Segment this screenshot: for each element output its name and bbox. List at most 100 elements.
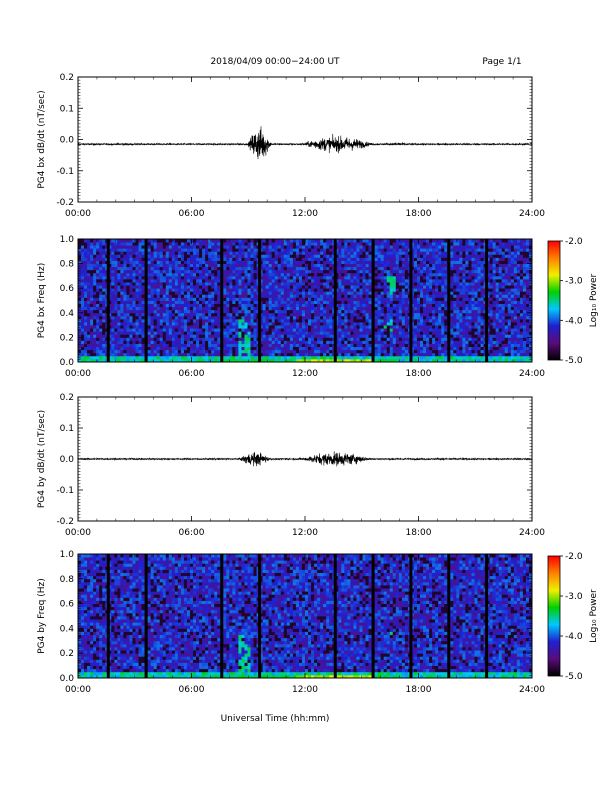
- spectrogram-cell: [157, 264, 160, 267]
- spectrogram-cell: [293, 288, 296, 291]
- spectrogram-cell: [320, 344, 323, 347]
- spectrogram-cell: [414, 337, 417, 340]
- spectrogram-cell: [184, 267, 187, 270]
- spectrogram-cell: [166, 356, 169, 359]
- spectrogram-cell: [229, 340, 232, 343]
- spectrogram-cell: [359, 267, 362, 270]
- spectrogram-cell: [350, 337, 353, 340]
- spectrogram-cell: [399, 254, 402, 257]
- spectrogram-cell: [290, 356, 293, 359]
- spectrogram-cell: [426, 297, 429, 300]
- spectrogram-cell: [299, 251, 302, 254]
- spectrogram-cell: [438, 288, 441, 291]
- spectrogram-cell: [308, 264, 311, 267]
- spectrogram-cell: [275, 270, 278, 273]
- spectrogram-cell: [281, 267, 284, 270]
- spectrogram-cell: [172, 353, 175, 356]
- spectrogram-cell: [350, 291, 353, 294]
- spectrogram-cell: [369, 288, 372, 291]
- spectrogram-cell: [148, 297, 151, 300]
- spectrogram-cell: [317, 291, 320, 294]
- spectrogram-cell: [202, 337, 205, 340]
- spectrogram-cell: [278, 285, 281, 288]
- spectrogram-cell: [344, 291, 347, 294]
- spectrogram-cell: [84, 340, 87, 343]
- spectrogram-cell: [284, 322, 287, 325]
- spectrogram-cell: [217, 316, 220, 319]
- spectrogram-cell: [435, 257, 438, 260]
- spectrogram-cell: [160, 276, 163, 279]
- spectrogram-cell: [169, 282, 172, 285]
- spectrogram-cell: [132, 356, 135, 359]
- spectrogram-cell: [344, 297, 347, 300]
- spectrogram-cell: [350, 313, 353, 316]
- spectrogram-cell: [238, 273, 241, 276]
- spectrogram-cell: [202, 291, 205, 294]
- spectrogram-cell: [387, 340, 390, 343]
- spectrogram-cell: [347, 261, 350, 264]
- spectrogram-cell: [208, 276, 211, 279]
- spectrogram-cell: [139, 325, 142, 328]
- spectrogram-cell: [178, 282, 181, 285]
- spectrogram-cell: [199, 356, 202, 359]
- spectrogram-cell: [205, 254, 208, 257]
- spectrogram-cell: [266, 279, 269, 282]
- spectrogram-cell: [157, 313, 160, 316]
- spectrogram-cell: [184, 239, 187, 242]
- spectrogram-cell: [417, 254, 420, 257]
- spectrogram-cell: [341, 257, 344, 260]
- spectrogram-cell: [314, 239, 317, 242]
- spectrogram-cell: [356, 347, 359, 350]
- spectrogram-cell: [223, 297, 226, 300]
- spectrogram-cell: [405, 294, 408, 297]
- spectrogram-cell: [290, 340, 293, 343]
- spectrogram-cell: [320, 239, 323, 242]
- spectrogram-cell: [369, 301, 372, 304]
- spectrogram-cell: [417, 353, 420, 356]
- spectrogram-cell: [363, 239, 366, 242]
- spectrogram-cell: [429, 254, 432, 257]
- spectrogram-cell: [187, 239, 190, 242]
- spectrogram-cell: [238, 242, 241, 245]
- spectrogram-cell: [117, 279, 120, 282]
- spectrogram-cell: [142, 356, 145, 359]
- spectrogram-cell: [232, 322, 235, 325]
- spectrogram-cell: [251, 319, 254, 322]
- spectrogram-cell: [296, 310, 299, 313]
- spectrogram-cell: [323, 264, 326, 267]
- spectrogram-cell: [142, 270, 145, 273]
- spectrogram-cell: [232, 257, 235, 260]
- spectrogram-cell: [320, 242, 323, 245]
- spectrogram-cell: [247, 356, 250, 359]
- spectrogram-cell: [102, 267, 105, 270]
- spectrogram-cell: [326, 239, 329, 242]
- spectrogram-cell: [175, 340, 178, 343]
- spectrogram-cell: [123, 304, 126, 307]
- spectrogram-cell: [232, 291, 235, 294]
- spectrogram-cell: [308, 316, 311, 319]
- spectrogram-cell: [81, 347, 84, 350]
- spectrogram-cell: [139, 245, 142, 248]
- spectrogram-cell: [323, 304, 326, 307]
- spectrogram-cell: [196, 310, 199, 313]
- spectrogram-cell: [102, 353, 105, 356]
- spectrogram-cell: [178, 291, 181, 294]
- spectrogram-cell: [293, 301, 296, 304]
- spectrogram-cell: [287, 297, 290, 300]
- spectrogram-cell: [136, 248, 139, 251]
- spectrogram-cell: [266, 267, 269, 270]
- spectrogram-cell: [296, 273, 299, 276]
- spectrogram-cell: [378, 288, 381, 291]
- spectrogram-cell: [163, 294, 166, 297]
- spectrogram-cell: [272, 254, 275, 257]
- spectrogram-cell: [287, 254, 290, 257]
- spectrogram-cell: [341, 334, 344, 337]
- spectrogram-cell: [132, 251, 135, 254]
- spectrogram-cell: [363, 307, 366, 310]
- spectrogram-cell: [87, 257, 90, 260]
- spectrogram-cell: [323, 254, 326, 257]
- spectrogram-cell: [396, 316, 399, 319]
- spectrogram-cell: [229, 273, 232, 276]
- spectrogram-cell: [172, 261, 175, 264]
- spectrogram-cell: [263, 340, 266, 343]
